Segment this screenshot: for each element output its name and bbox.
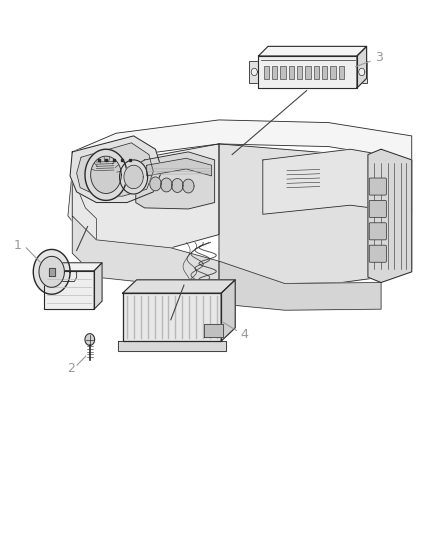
Polygon shape	[94, 263, 102, 309]
Polygon shape	[219, 261, 381, 310]
FancyBboxPatch shape	[369, 178, 386, 195]
Bar	[314, 66, 319, 79]
FancyBboxPatch shape	[369, 200, 386, 217]
Polygon shape	[221, 280, 235, 341]
Bar	[272, 66, 277, 79]
Bar	[330, 66, 336, 79]
Polygon shape	[72, 216, 219, 288]
Bar	[357, 61, 367, 83]
Bar	[280, 66, 286, 79]
Polygon shape	[147, 158, 212, 176]
FancyBboxPatch shape	[369, 223, 386, 240]
Polygon shape	[44, 263, 102, 271]
Bar	[305, 66, 311, 79]
Polygon shape	[182, 294, 215, 309]
Text: 3: 3	[375, 51, 383, 63]
Polygon shape	[161, 178, 172, 192]
Polygon shape	[251, 68, 257, 76]
Polygon shape	[136, 152, 215, 209]
Polygon shape	[72, 144, 219, 253]
Polygon shape	[359, 68, 365, 76]
Polygon shape	[85, 334, 95, 345]
Bar	[339, 66, 344, 79]
Polygon shape	[123, 280, 235, 293]
FancyBboxPatch shape	[369, 245, 386, 262]
Text: 1: 1	[14, 239, 21, 252]
Polygon shape	[357, 46, 367, 88]
Polygon shape	[183, 179, 194, 193]
Polygon shape	[91, 156, 121, 193]
Text: 2: 2	[67, 362, 75, 375]
Polygon shape	[39, 256, 64, 287]
Bar	[322, 66, 327, 79]
Polygon shape	[33, 249, 70, 294]
Polygon shape	[68, 152, 96, 240]
Polygon shape	[124, 165, 143, 189]
Polygon shape	[368, 149, 412, 282]
Polygon shape	[85, 149, 127, 200]
Bar	[249, 61, 260, 83]
Polygon shape	[52, 269, 77, 281]
Polygon shape	[72, 120, 412, 171]
Polygon shape	[150, 177, 161, 191]
Polygon shape	[49, 268, 55, 276]
Polygon shape	[219, 144, 412, 284]
Polygon shape	[258, 46, 367, 56]
Bar	[264, 66, 269, 79]
Bar	[289, 66, 294, 79]
Polygon shape	[172, 179, 183, 192]
Polygon shape	[263, 149, 412, 214]
Polygon shape	[118, 341, 226, 351]
Polygon shape	[123, 293, 221, 341]
Polygon shape	[70, 136, 162, 203]
Text: 4: 4	[240, 328, 248, 341]
Polygon shape	[120, 160, 148, 194]
Polygon shape	[77, 143, 153, 196]
Polygon shape	[44, 271, 94, 309]
Polygon shape	[204, 324, 223, 337]
Bar	[297, 66, 302, 79]
Polygon shape	[258, 56, 357, 88]
